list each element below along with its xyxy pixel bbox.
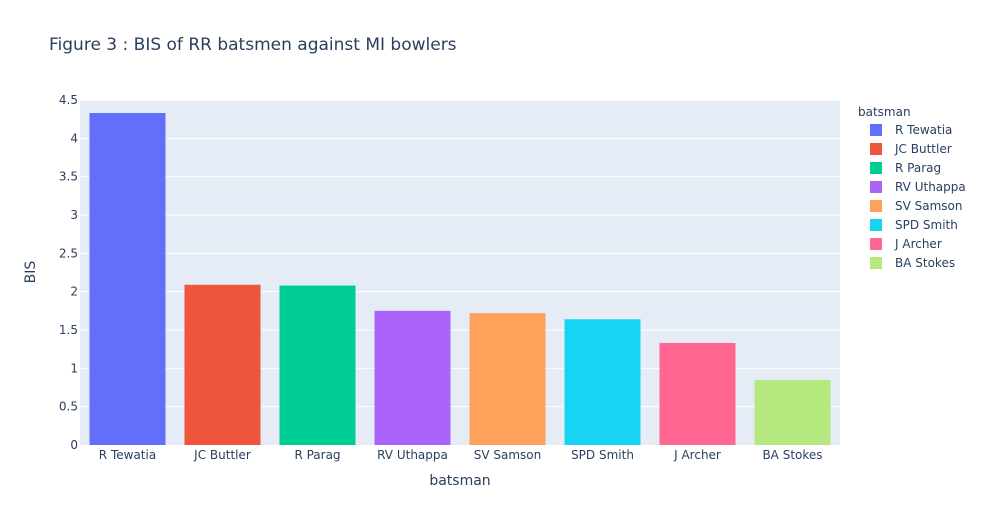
y-tick-label: 1.5 (59, 323, 78, 337)
legend-item[interactable]: SV Samson (870, 199, 963, 213)
legend-item[interactable]: SPD Smith (870, 218, 958, 232)
x-tick-label: SV Samson (474, 448, 542, 462)
x-tick-label: BA Stokes (762, 448, 822, 462)
legend-label: J Archer (894, 237, 942, 251)
y-tick-label: 0.5 (59, 400, 78, 414)
legend-item[interactable]: J Archer (870, 237, 942, 251)
legend-item[interactable]: R Parag (870, 161, 941, 175)
legend-swatch (870, 257, 882, 269)
legend-label: RV Uthappa (895, 180, 966, 194)
legend-swatch (870, 124, 882, 136)
x-tick-label: SPD Smith (571, 448, 634, 462)
legend-swatch (870, 181, 882, 193)
legend-title: batsman (858, 105, 911, 119)
bar-spd-smith[interactable] (564, 319, 641, 445)
y-tick-label: 0 (70, 438, 78, 452)
y-axis-ticks: 0 0.5 1 1.5 2 2.5 3 3.5 4 4.5 (59, 93, 78, 452)
bar-r-parag[interactable] (279, 285, 356, 445)
x-tick-label: J Archer (673, 448, 721, 462)
y-axis-title: BIS (23, 261, 39, 284)
y-tick-label: 1 (70, 361, 78, 375)
legend-item[interactable]: JC Buttler (870, 142, 952, 156)
bar-ba-stokes[interactable] (754, 379, 831, 445)
y-tick-label: 4.5 (59, 93, 78, 107)
legend-swatch (870, 143, 882, 155)
y-tick-label: 3.5 (59, 170, 78, 184)
legend-item[interactable]: BA Stokes (870, 256, 955, 270)
legend-label: R Tewatia (895, 123, 952, 137)
x-axis-ticks: R Tewatia JC Buttler R Parag RV Uthappa SV S… (99, 448, 823, 462)
bar-sv-samson[interactable] (469, 313, 546, 445)
x-tick-label: R Tewatia (99, 448, 156, 462)
y-tick-label: 3 (70, 208, 78, 222)
y-tick-label: 2 (70, 285, 78, 299)
legend-label: BA Stokes (895, 256, 955, 270)
legend-label: SV Samson (895, 199, 963, 213)
bar-r-tewatia[interactable] (89, 113, 166, 446)
legend-label: SPD Smith (895, 218, 958, 232)
legend-swatch (870, 219, 882, 231)
x-tick-label: R Parag (294, 448, 340, 462)
bar-j-archer[interactable] (659, 343, 736, 445)
legend-swatch (870, 162, 882, 174)
y-tick-label: 4 (70, 131, 78, 145)
chart-title: Figure 3 : BIS of RR batsmen against MI … (49, 35, 457, 55)
legend-label: JC Buttler (894, 142, 952, 156)
legend-label: R Parag (895, 161, 941, 175)
legend-swatch (870, 200, 882, 212)
x-tick-label: RV Uthappa (377, 448, 448, 462)
legend-item[interactable]: RV Uthappa (870, 180, 966, 194)
legend-swatch (870, 238, 882, 250)
legend-items[interactable]: R Tewatia JC Buttler R Parag RV Uthappa SV S… (870, 123, 966, 270)
y-tick-label: 2.5 (59, 246, 78, 260)
bars[interactable] (89, 113, 831, 446)
x-axis-title: batsman (429, 473, 490, 489)
bar-jc-buttler[interactable] (184, 284, 261, 445)
bar-rv-uthappa[interactable] (374, 310, 451, 445)
legend: batsman R Tewatia JC Buttler R Parag RV Uth… (858, 105, 966, 270)
x-tick-label: JC Buttler (193, 448, 251, 462)
legend-item[interactable]: R Tewatia (870, 123, 952, 137)
